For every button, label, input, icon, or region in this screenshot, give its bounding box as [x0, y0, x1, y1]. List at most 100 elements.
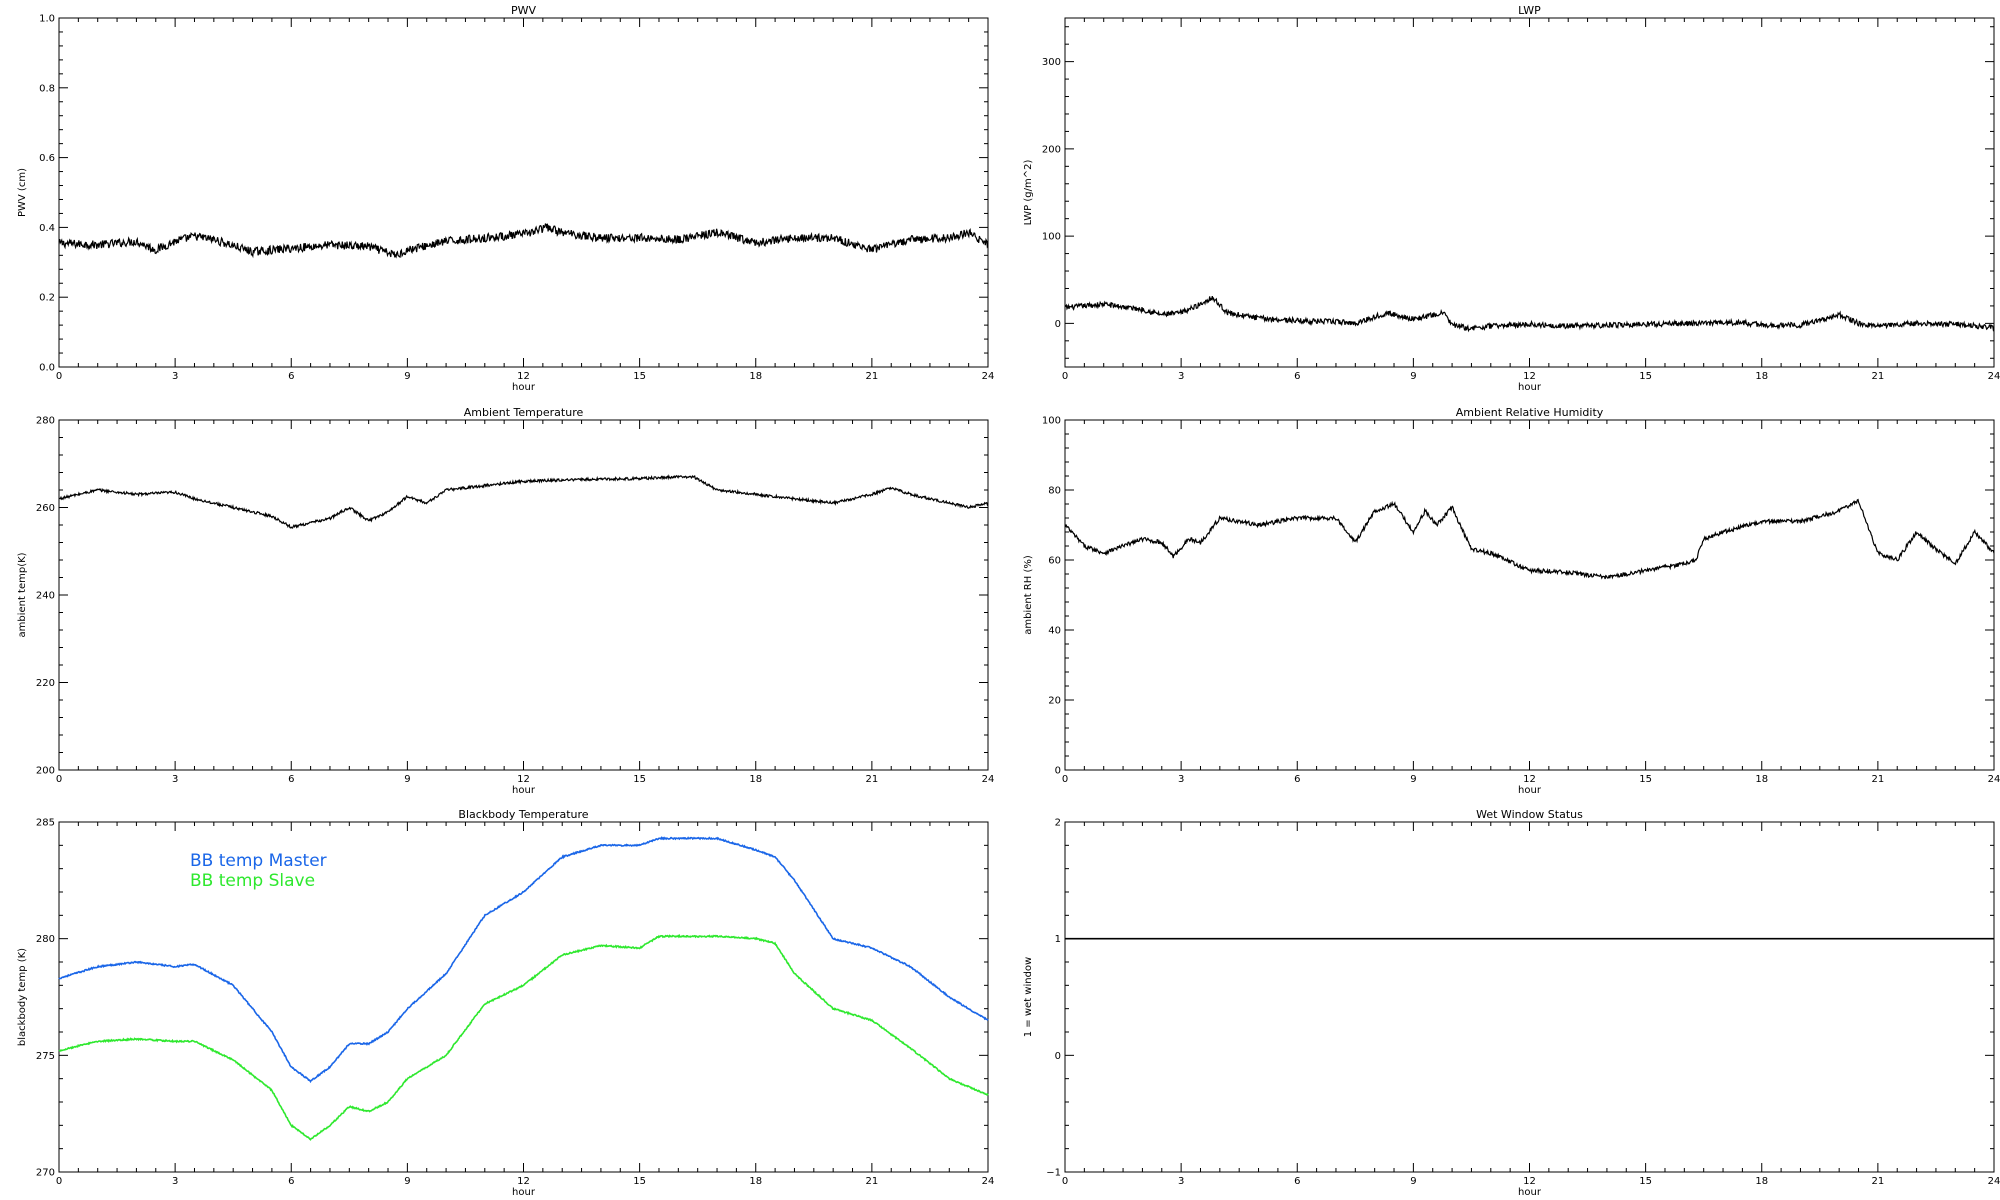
x-axis-label: hour	[1518, 382, 1542, 393]
x-tick-label: 21	[866, 371, 879, 382]
x-tick-label: 0	[1062, 774, 1068, 785]
x-tick-label: 3	[172, 371, 178, 382]
x-tick-label: 9	[404, 1176, 410, 1187]
x-tick-label: 21	[866, 774, 879, 785]
x-tick-label: 12	[1523, 371, 1536, 382]
x-tick-label: 18	[749, 1176, 762, 1187]
series-line-ambient-temp	[58, 474, 989, 529]
series-line-ambient-rh	[1064, 498, 1995, 580]
y-tick-label: 0	[1055, 1051, 1061, 1062]
y-tick-label: 0	[1055, 319, 1061, 330]
series-line-lwp	[1064, 295, 1995, 333]
x-tick-label: 12	[517, 774, 530, 785]
x-axis-label: hour	[512, 1187, 536, 1198]
x-tick-label: 6	[288, 371, 294, 382]
x-tick-label: 24	[982, 371, 995, 382]
chart-ambient-temp: 0 3 6 9 12 15 18 21 24 200 220 240 260 280 Ambient Tem…	[17, 406, 994, 796]
chart-title: Ambient Relative Humidity	[1456, 406, 1604, 419]
x-tick-label: 15	[633, 1176, 646, 1187]
y-tick-label: 275	[36, 1051, 55, 1062]
x-tick-label: 9	[1410, 371, 1416, 382]
chart-title: Blackbody Temperature	[458, 808, 588, 821]
x-tick-label: 24	[982, 1176, 995, 1187]
y-tick-label: 80	[1048, 486, 1061, 497]
y-tick-label: 280	[36, 416, 55, 427]
x-tick-label: 18	[749, 774, 762, 785]
y-tick-label: 100	[1042, 416, 1061, 427]
x-tick-label: 18	[749, 371, 762, 382]
x-tick-label: 9	[1410, 774, 1416, 785]
x-tick-label: 12	[1523, 1176, 1536, 1187]
x-tick-label: 9	[404, 371, 410, 382]
x-tick-label: 12	[1523, 774, 1536, 785]
legend-entry-bb-temp-master: BB temp Master	[190, 851, 327, 871]
chart-bb-temp: 0 3 6 9 12 15 18 21 24 270 275 280 285 Blackbody Temp…	[17, 808, 994, 1198]
x-tick-label: 3	[172, 774, 178, 785]
x-tick-label: 3	[1178, 1176, 1184, 1187]
y-tick-label: 220	[36, 678, 55, 689]
x-tick-label: 3	[1178, 371, 1184, 382]
y-tick-label: 60	[1048, 556, 1061, 567]
x-tick-label: 0	[56, 371, 62, 382]
x-tick-label: 6	[1294, 774, 1300, 785]
x-tick-label: 24	[1988, 1176, 2000, 1187]
x-tick-label: 12	[517, 1176, 530, 1187]
x-tick-label: 6	[288, 1176, 294, 1187]
x-tick-label: 15	[633, 774, 646, 785]
x-tick-label: 15	[633, 371, 646, 382]
x-axis-label: hour	[1518, 1187, 1542, 1198]
y-tick-label: 200	[1042, 144, 1061, 155]
chart-pwv: 0 3 6 9 12 15 18 21 24 0.0 0.2 0.4 0.6 0.8 1.0 PWV hour P…	[17, 4, 994, 393]
x-tick-label: 0	[1062, 1176, 1068, 1187]
x-tick-label: 3	[172, 1176, 178, 1187]
y-tick-label: 20	[1048, 696, 1061, 707]
x-axis-label: hour	[512, 785, 536, 796]
x-tick-label: 15	[1639, 774, 1652, 785]
chart-title: LWP	[1518, 4, 1541, 17]
x-tick-label: 24	[1988, 371, 2000, 382]
y-tick-label: 1	[1055, 934, 1061, 945]
plot-frame	[1064, 17, 1995, 368]
x-tick-label: 15	[1639, 371, 1652, 382]
x-tick-label: 21	[1872, 774, 1885, 785]
y-tick-label: 300	[1042, 57, 1061, 68]
y-axis-label: PWV (cm)	[17, 168, 28, 217]
x-axis-label: hour	[1518, 785, 1542, 796]
x-tick-label: 0	[1062, 371, 1068, 382]
plot-frame	[1064, 821, 1995, 1173]
x-tick-label: 24	[982, 774, 995, 785]
x-tick-label: 6	[1294, 1176, 1300, 1187]
x-tick-label: 15	[1639, 1176, 1652, 1187]
x-tick-label: 9	[404, 774, 410, 785]
x-tick-label: 12	[517, 371, 530, 382]
x-tick-label: 18	[1755, 774, 1768, 785]
y-tick-label: 0.6	[39, 153, 55, 164]
chart-ambient-rh: 0 3 6 9 12 15 18 21 24 0 20 40 60 80 100 Ambient Relati…	[1023, 406, 2000, 796]
x-tick-label: 9	[1410, 1176, 1416, 1187]
x-tick-label: 24	[1988, 774, 2000, 785]
chart-title: PWV	[511, 4, 537, 17]
chart-title: Ambient Temperature	[464, 406, 584, 419]
chart-title: Wet Window Status	[1476, 808, 1583, 821]
y-tick-label: 200	[36, 766, 55, 777]
chart-lwp: 0 3 6 9 12 15 18 21 24 0 100 200 300 LWP hour LWP (g/m^…	[1023, 4, 2000, 393]
x-tick-label: 21	[1872, 1176, 1885, 1187]
x-tick-label: 3	[1178, 774, 1184, 785]
y-tick-label: 100	[1042, 232, 1061, 243]
x-tick-label: 6	[1294, 371, 1300, 382]
y-tick-label: 0.8	[39, 83, 55, 94]
series-line-bb-temp-slave	[58, 933, 989, 1141]
y-tick-label: 0.4	[39, 223, 55, 234]
y-tick-label: 0.2	[39, 293, 55, 304]
y-tick-label: 2	[1055, 818, 1061, 829]
x-axis-label: hour	[512, 382, 536, 393]
plot-frame	[58, 17, 989, 368]
y-tick-label: −1	[1046, 1168, 1061, 1179]
series-line-bb-temp-master	[58, 836, 989, 1084]
x-tick-label: 21	[866, 1176, 879, 1187]
x-tick-label: 18	[1755, 371, 1768, 382]
plot-frame	[58, 419, 989, 771]
y-tick-label: 270	[36, 1168, 55, 1179]
